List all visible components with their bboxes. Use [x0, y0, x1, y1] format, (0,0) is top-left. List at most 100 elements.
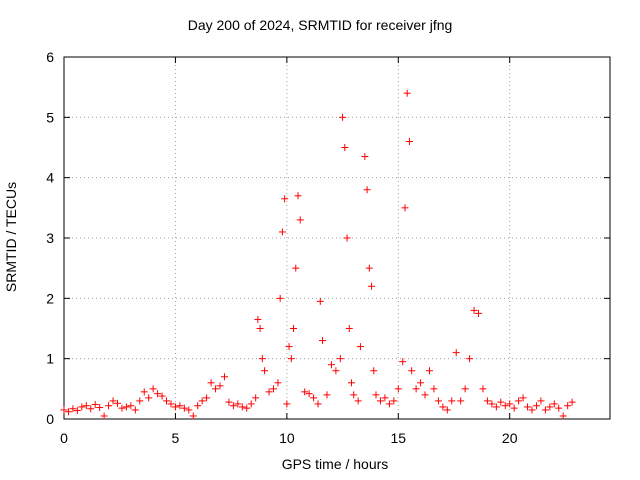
data-point [91, 401, 99, 409]
data-point [105, 402, 113, 410]
data-point [301, 388, 309, 396]
data-point [368, 282, 376, 290]
data-point [140, 388, 148, 396]
data-point [238, 403, 246, 411]
data-point [327, 361, 335, 369]
chart-title: Day 200 of 2024, SRMTID for receiver jfn… [187, 17, 453, 33]
data-point [316, 297, 324, 305]
x-axis-label: GPS time / hours [281, 456, 389, 472]
grid [64, 57, 610, 419]
axis-ticks: 0 1 2 3 4 5 6 0 5 10 15 20 [46, 49, 610, 446]
data-point [381, 394, 389, 402]
data-point [370, 367, 378, 375]
data-point [60, 406, 68, 414]
data-point [113, 399, 121, 407]
data-point [234, 400, 242, 408]
data-point [537, 397, 545, 405]
data-point [163, 397, 171, 405]
data-point [421, 391, 429, 399]
data-point [483, 397, 491, 405]
data-point [343, 234, 351, 242]
data-point [394, 385, 402, 393]
x-tick-label: 0 [60, 430, 68, 446]
data-point [488, 400, 496, 408]
data-point [269, 385, 277, 393]
data-point [64, 408, 72, 416]
data-point [258, 355, 266, 363]
data-point [452, 349, 460, 357]
data-point [274, 379, 282, 387]
data-point [470, 306, 478, 314]
data-point [247, 400, 255, 408]
data-point [546, 403, 554, 411]
y-tick-label: 1 [46, 351, 54, 367]
data-point [461, 385, 469, 393]
x-tick-label: 10 [279, 430, 295, 446]
data-point [285, 343, 293, 351]
data-point [127, 402, 135, 410]
data-point [390, 397, 398, 405]
data-point [501, 402, 509, 410]
data-point [281, 195, 289, 203]
data-point [82, 402, 90, 410]
data-point [365, 264, 373, 272]
data-point [149, 385, 157, 393]
data-point [229, 402, 237, 410]
data-point [519, 394, 527, 402]
data-point [198, 397, 206, 405]
data-point [296, 216, 304, 224]
data-point [372, 391, 380, 399]
data-point [220, 373, 228, 381]
data-point [568, 398, 576, 406]
data-point [154, 390, 162, 398]
data-point [559, 412, 567, 420]
data-point [345, 325, 353, 332]
data-point [555, 404, 563, 412]
data-point [294, 192, 302, 200]
data-point [171, 403, 179, 411]
data-point [399, 358, 407, 366]
data-point [131, 406, 139, 414]
y-tick-label: 0 [46, 411, 54, 427]
data-point [194, 402, 202, 410]
data-point [356, 343, 364, 351]
data-point [475, 309, 483, 317]
data-point [176, 402, 184, 410]
data-point [207, 379, 215, 387]
data-point [339, 113, 347, 121]
data-point [69, 405, 77, 413]
data-point [361, 153, 369, 161]
data-points [60, 89, 576, 420]
data-point [78, 403, 86, 411]
data-point [350, 391, 358, 399]
data-point [203, 394, 211, 402]
data-point [405, 137, 413, 145]
data-point [425, 367, 433, 375]
data-point [564, 402, 572, 410]
data-point [430, 385, 438, 393]
data-point [497, 398, 505, 406]
data-point [408, 367, 416, 375]
data-point [524, 403, 532, 411]
data-point [332, 367, 340, 375]
data-point [254, 315, 262, 323]
data-point [261, 367, 269, 375]
data-point [354, 397, 362, 405]
data-point [319, 337, 327, 345]
data-point [363, 186, 371, 194]
data-point [158, 392, 166, 400]
data-point [341, 144, 349, 151]
data-point [256, 325, 264, 332]
data-point [225, 398, 233, 406]
data-point [443, 406, 451, 414]
data-point [185, 406, 193, 414]
y-tick-label: 5 [46, 109, 54, 125]
data-point [376, 397, 384, 405]
data-point [550, 400, 558, 408]
data-point [479, 385, 487, 393]
data-point [278, 228, 286, 236]
data-point [73, 407, 81, 415]
data-point [292, 264, 300, 272]
y-axis-label: SRMTID / TECUs [3, 181, 19, 293]
